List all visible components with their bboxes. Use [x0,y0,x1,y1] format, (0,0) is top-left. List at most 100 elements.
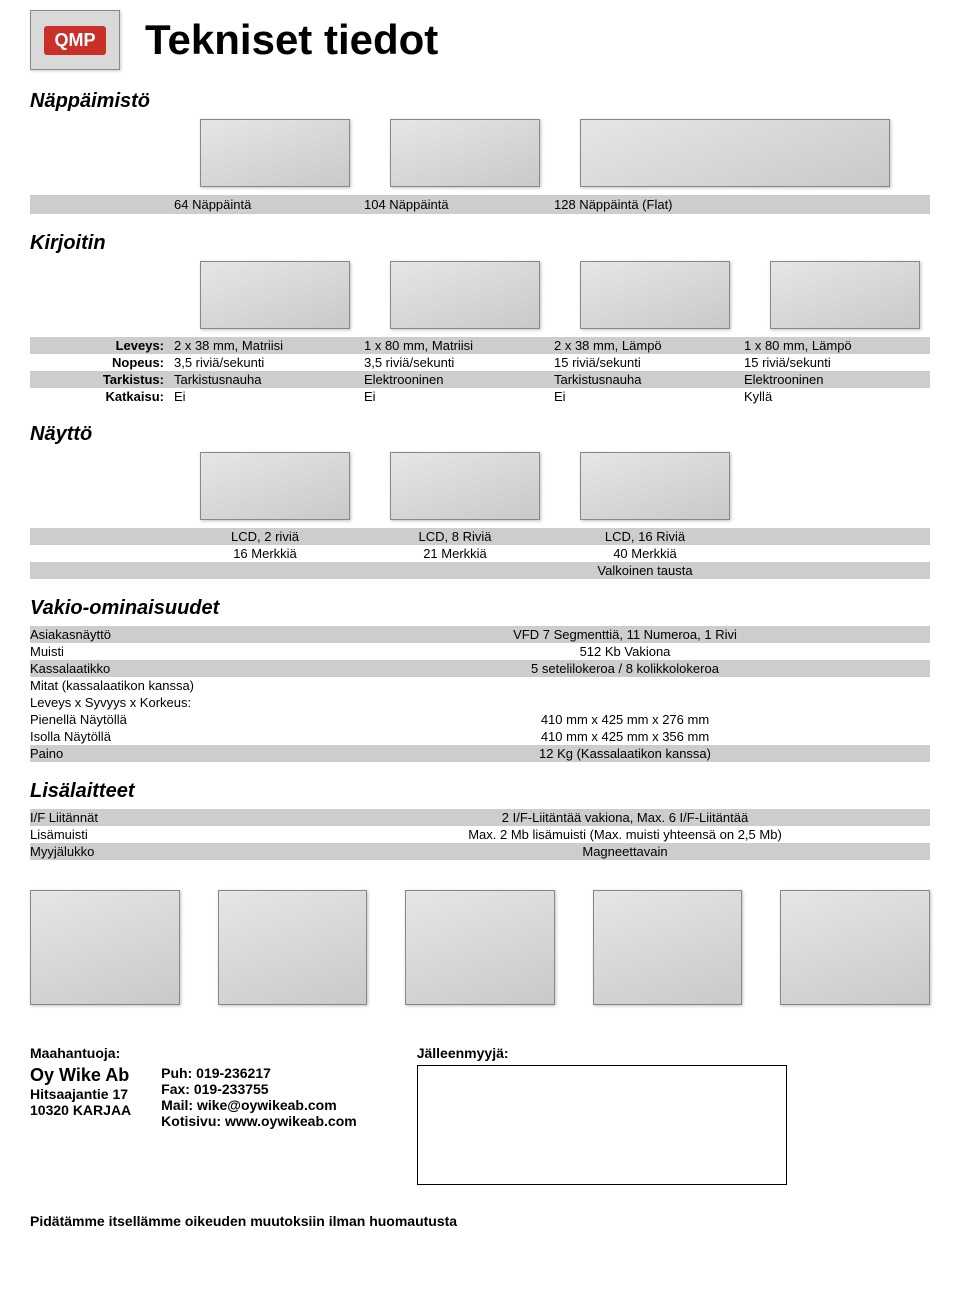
spec-value [360,563,550,578]
importer-phone: Puh: 019-236217 [161,1065,357,1081]
keyboard-thumb-2 [390,119,540,187]
accessories-block: I/F Liitännät2 I/F-Liitäntää vakiona, Ma… [30,809,930,860]
section-display: Näyttö [30,423,930,446]
spec-value: 40 Merkkiä [550,546,740,561]
accessory-row: MyyjälukkoMagneettavain [30,843,930,860]
printer-spec-row: Nopeus:3,5 riviä/sekunti3,5 riviä/sekunt… [30,354,930,371]
accessory-label: Lisämuisti [30,827,320,842]
spec-value: Ei [170,389,360,404]
accessory-row: I/F Liitännät2 I/F-Liitäntää vakiona, Ma… [30,809,930,826]
spec-value: Elektrooninen [360,372,550,387]
feature-value: 5 setelilokeroa / 8 kolikkolokeroa [320,661,930,676]
importer-name: Oy Wike Ab [30,1065,131,1086]
display-spec-row: LCD, 2 riviäLCD, 8 RiviäLCD, 16 Riviä [30,528,930,545]
section-printer: Kirjoitin [30,232,930,255]
spec-value [170,563,360,578]
accessory-row: LisämuistiMax. 2 Mb lisämuisti (Max. mui… [30,826,930,843]
printer-spec-row: Katkaisu:EiEiEiKyllä [30,388,930,405]
feature-value: 12 Kg (Kassalaatikon kanssa) [320,746,930,761]
spec-label: Tarkistus: [30,372,170,387]
brand-logo: QMP [30,10,120,70]
bottom-thumb-3 [405,890,555,1005]
spec-value: 16 Merkkiä [170,546,360,561]
spec-value: 15 riviä/sekunti [740,355,930,370]
feature-label: Muisti [30,644,320,659]
footnote: Pidätämme itsellämme oikeuden muutoksiin… [30,1213,930,1229]
feature-label: Leveys x Syvyys x Korkeus: [30,695,320,710]
spec-value: 2 x 38 mm, Matriisi [170,338,360,353]
feature-value: 410 mm x 425 mm x 276 mm [320,712,930,727]
keyboard-thumb-3 [580,119,890,187]
bottom-thumb-1 [30,890,180,1005]
printer-spec-row: Leveys:2 x 38 mm, Matriisi1 x 80 mm, Mat… [30,337,930,354]
spec-value: 21 Merkkiä [360,546,550,561]
spec-value: 2 x 38 mm, Lämpö [550,338,740,353]
display-specs: LCD, 2 riviäLCD, 8 RiviäLCD, 16 Riviä16 … [30,528,930,579]
printer-thumb-2 [390,261,540,329]
bottom-thumb-2 [218,890,368,1005]
kb-head-2: 104 Näppäintä [360,197,550,212]
brand-logo-text: QMP [44,26,105,55]
accessory-label: Myyjälukko [30,844,320,859]
spec-value: Elektrooninen [740,372,930,387]
printer-specs: Leveys:2 x 38 mm, Matriisi1 x 80 mm, Mat… [30,337,930,405]
importer-addr1: Hitsaajantie 17 [30,1086,131,1102]
bottom-thumb-4 [593,890,743,1005]
feature-row: Muisti512 Kb Vakiona [30,643,930,660]
feature-row: Paino12 Kg (Kassalaatikon kanssa) [30,745,930,762]
feature-label: Asiakasnäyttö [30,627,320,642]
feature-row: Leveys x Syvyys x Korkeus: [30,694,930,711]
accessory-value: 2 I/F-Liitäntää vakiona, Max. 6 I/F-Liit… [320,810,930,825]
printer-thumb-row [200,261,930,329]
feature-value: VFD 7 Segmenttiä, 11 Numeroa, 1 Rivi [320,627,930,642]
features-block: AsiakasnäyttöVFD 7 Segmenttiä, 11 Numero… [30,626,930,762]
feature-row: AsiakasnäyttöVFD 7 Segmenttiä, 11 Numero… [30,626,930,643]
spec-value: Kyllä [740,389,930,404]
bottom-thumb-5 [780,890,930,1005]
spec-label: Leveys: [30,338,170,353]
feature-label: Paino [30,746,320,761]
feature-value [320,695,930,710]
feature-label: Kassalaatikko [30,661,320,676]
importer-mail: Mail: wike@oywikeab.com [161,1097,357,1113]
importer-fax: Fax: 019-233755 [161,1081,357,1097]
feature-row: Mitat (kassalaatikon kanssa) [30,677,930,694]
importer-block: Maahantuoja: Oy Wike Ab Hitsaajantie 17 … [30,1045,357,1185]
spec-value: Ei [550,389,740,404]
spec-label: Nopeus: [30,355,170,370]
spec-value: 3,5 riviä/sekunti [360,355,550,370]
kb-head-3: 128 Näppäintä (Flat) [550,197,930,212]
spec-value: Valkoinen tausta [550,563,740,578]
feature-row: Isolla Näytöllä410 mm x 425 mm x 356 mm [30,728,930,745]
spec-value: 1 x 80 mm, Matriisi [360,338,550,353]
feature-value [320,678,930,693]
feature-label: Mitat (kassalaatikon kanssa) [30,678,320,693]
spec-value: Ei [360,389,550,404]
keyboard-header-bar: 64 Näppäintä 104 Näppäintä 128 Näppäintä… [30,195,930,214]
feature-row: Kassalaatikko5 setelilokeroa / 8 kolikko… [30,660,930,677]
keyboard-thumb-1 [200,119,350,187]
feature-row: Pienellä Näytöllä410 mm x 425 mm x 276 m… [30,711,930,728]
kb-head-1: 64 Näppäintä [170,197,360,212]
feature-value: 512 Kb Vakiona [320,644,930,659]
feature-value: 410 mm x 425 mm x 356 mm [320,729,930,744]
feature-label: Isolla Näytöllä [30,729,320,744]
section-accessories: Lisälaitteet [30,780,930,803]
spec-value: 3,5 riviä/sekunti [170,355,360,370]
spec-value: LCD, 16 Riviä [550,529,740,544]
header: QMP Tekniset tiedot [30,10,930,70]
reseller-box [417,1065,787,1185]
bottom-thumbs [30,890,930,1005]
display-thumb-row [200,452,930,520]
spec-value: 15 riviä/sekunti [550,355,740,370]
reseller-block: Jälleenmyyjä: [417,1045,787,1185]
display-spec-row: 16 Merkkiä21 Merkkiä40 Merkkiä [30,545,930,562]
spec-value: 1 x 80 mm, Lämpö [740,338,930,353]
accessory-label: I/F Liitännät [30,810,320,825]
contact-row: Maahantuoja: Oy Wike Ab Hitsaajantie 17 … [30,1045,930,1185]
printer-thumb-1 [200,261,350,329]
printer-spec-row: Tarkistus:TarkistusnauhaElektrooninenTar… [30,371,930,388]
spec-value: LCD, 8 Riviä [360,529,550,544]
spec-value: Tarkistusnauha [170,372,360,387]
spec-label: Katkaisu: [30,389,170,404]
